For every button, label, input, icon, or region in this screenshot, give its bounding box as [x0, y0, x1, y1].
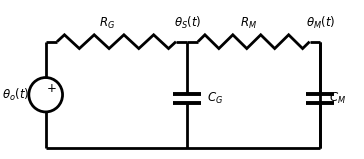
Text: $\theta_S(t)$: $\theta_S(t)$ — [174, 15, 201, 31]
Text: $+$: $+$ — [46, 82, 57, 95]
Text: $C_M$: $C_M$ — [329, 91, 346, 106]
Text: $C_G$: $C_G$ — [206, 91, 223, 106]
Text: $\theta_o(t)$: $\theta_o(t)$ — [2, 87, 29, 103]
Text: $\theta_M(t)$: $\theta_M(t)$ — [305, 15, 335, 31]
Text: $R_G$: $R_G$ — [99, 16, 115, 31]
Text: $R_M$: $R_M$ — [240, 16, 257, 31]
